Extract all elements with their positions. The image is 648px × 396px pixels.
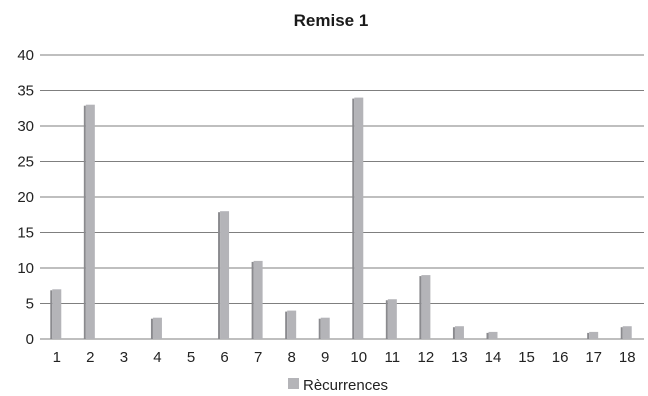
y-tick-label: 25 (17, 154, 34, 171)
bar-shadow (452, 327, 455, 339)
x-tick-label: 11 (385, 349, 401, 366)
bar (253, 260, 263, 339)
bar (85, 104, 95, 339)
legend-label: Rècurrences (303, 377, 388, 394)
bar (488, 331, 498, 339)
bar (354, 97, 364, 339)
x-tick-label: 18 (619, 349, 636, 366)
x-tick-label: 12 (418, 349, 435, 366)
x-tick-label: 8 (287, 349, 295, 366)
bar-shadow (251, 261, 254, 339)
y-tick-label: 30 (17, 118, 34, 135)
bar-shadow (385, 300, 388, 339)
bar-shadow (218, 212, 221, 339)
legend-swatch (288, 378, 299, 389)
x-tick-label: 6 (220, 349, 228, 366)
x-tick-label: 16 (552, 349, 569, 366)
bar (622, 326, 632, 339)
bar-shadow (318, 318, 321, 339)
x-tick-label: 14 (485, 349, 502, 366)
x-tick-label: 17 (585, 349, 602, 366)
bar-shadow (419, 276, 422, 339)
y-tick-label: 35 (17, 83, 34, 100)
y-axis-ticks: 0 5 10 15 20 25 30 35 40 (17, 47, 34, 348)
bar-shadow (587, 332, 590, 339)
bar-shadow (83, 105, 86, 339)
bar (287, 310, 297, 339)
bar (52, 289, 62, 339)
y-tick-label: 10 (17, 260, 34, 277)
x-tick-label: 3 (120, 349, 128, 366)
x-tick-label: 10 (350, 349, 367, 366)
x-tick-label: 1 (53, 349, 61, 366)
bar (220, 211, 230, 339)
y-tick-label: 40 (17, 47, 34, 64)
bar (320, 317, 330, 339)
bars (50, 97, 632, 339)
bar-shadow (486, 332, 489, 339)
bar (387, 299, 397, 339)
y-tick-label: 0 (26, 331, 34, 348)
chart-title: Remise 1 (294, 11, 369, 30)
bar-shadow (620, 327, 623, 339)
bar (454, 326, 464, 339)
x-tick-label: 13 (451, 349, 468, 366)
x-tick-label: 9 (321, 349, 329, 366)
x-tick-label: 5 (187, 349, 195, 366)
bar-shadow (285, 311, 288, 339)
x-tick-label: 15 (518, 349, 535, 366)
x-tick-label: 7 (254, 349, 262, 366)
gridlines (40, 54, 644, 340)
x-tick-label: 4 (153, 349, 161, 366)
bar (152, 317, 162, 339)
bar-shadow (50, 290, 53, 339)
x-tick-label: 2 (86, 349, 94, 366)
legend: Rècurrences (288, 377, 388, 394)
bar (589, 331, 599, 339)
bar-shadow (352, 98, 355, 339)
bar-shadow (150, 318, 153, 339)
y-tick-label: 5 (26, 296, 34, 313)
y-tick-label: 20 (17, 189, 34, 206)
bar (421, 275, 431, 339)
x-axis-ticks: 1 2 3 4 5 6 7 8 9 10 11 12 13 14 15 16 17 18 (53, 349, 636, 366)
y-tick-label: 15 (17, 225, 34, 242)
